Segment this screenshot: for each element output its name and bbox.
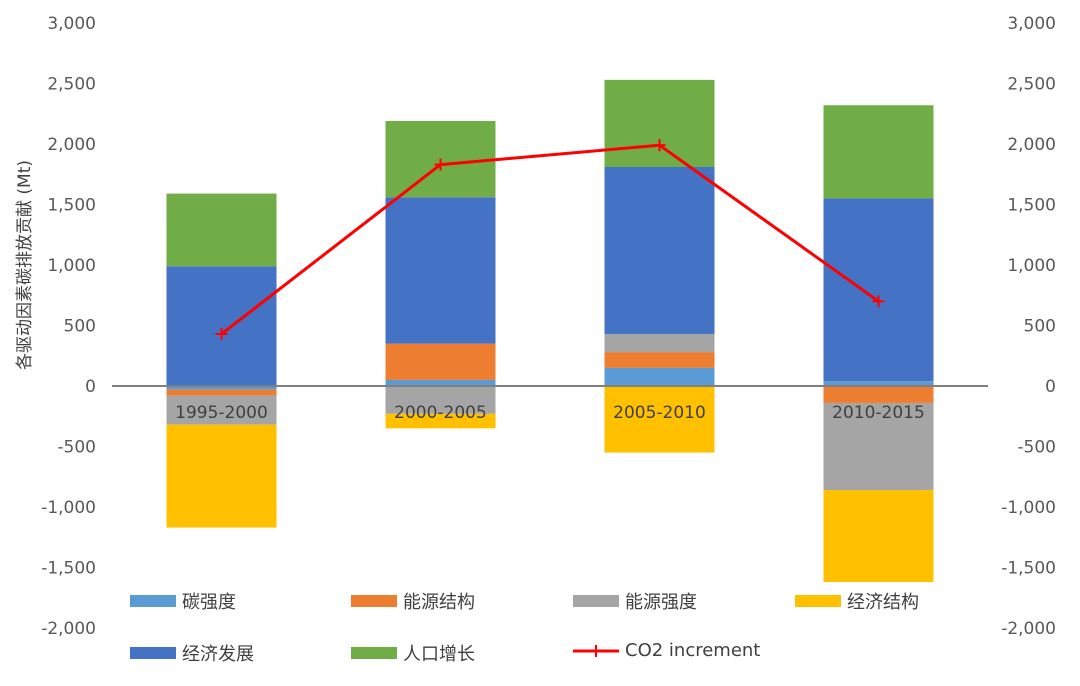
- bar-segment-5-2000-2005: [385, 197, 496, 344]
- y-tick-label-right: 2,500: [1007, 75, 1056, 95]
- bar-segment-6-1995-2000: [166, 193, 277, 267]
- co2-increment-marker: [872, 295, 885, 308]
- bar-segment-1-2010-2015: [823, 381, 934, 386]
- category-label: 2005-2010: [613, 403, 706, 423]
- legend-label: 碳强度: [182, 592, 236, 613]
- legend-line-swatch: [573, 644, 619, 657]
- y-tick-label-left: 3,000: [47, 14, 96, 34]
- y-tick-label-left: 2,000: [47, 135, 96, 155]
- legend-swatch: [351, 595, 397, 607]
- y-tick-label-left: 0: [85, 377, 96, 397]
- y-tick-label-left: -1,000: [41, 498, 96, 518]
- legend-label: CO2 increment: [625, 640, 761, 661]
- bar-segment-6-2010-2015: [823, 105, 934, 199]
- bar-segment-2-2000-2005: [385, 343, 496, 380]
- legend-swatch: [573, 595, 619, 607]
- legend-item-energy-intensity: 能源强度: [573, 588, 697, 614]
- bar-segment-6-2005-2010: [604, 79, 715, 167]
- bar-segment-4-2005-2010: [604, 386, 715, 453]
- legend-label: 经济结构: [847, 592, 919, 613]
- co2-increment-marker: [434, 158, 447, 171]
- bars: [166, 79, 934, 583]
- co2-line: [215, 139, 885, 340]
- category-label: 1995-2000: [175, 403, 268, 423]
- category-labels: 1995-2000 2000-2005 2005-2010 2010-2015: [175, 403, 925, 423]
- left-axis: 3,000 2,500 2,000 1,500 1,000 500 0 -500 -1,000 -…: [41, 14, 96, 639]
- legend-item-economic-structure: 经济结构: [795, 588, 919, 614]
- y-tick-label-right: 2,000: [1007, 135, 1056, 155]
- co2-increment-line: [220, 143, 880, 336]
- y-tick-label-right: -2,000: [1001, 619, 1056, 639]
- bar-segment-5-2010-2015: [823, 198, 934, 382]
- legend-item-energy-structure: 能源结构: [351, 588, 475, 614]
- y-tick-label-left: -1,500: [41, 559, 96, 579]
- y-axis-label: 各驱动因素碳排放贡献 (Mt): [15, 160, 35, 370]
- bar-segment-5-2005-2010: [604, 166, 715, 334]
- legend-label: 经济发展: [182, 644, 254, 665]
- bar-segment-5-1995-2000: [166, 266, 277, 386]
- legend-swatch: [351, 647, 397, 659]
- y-tick-label-left: 1,500: [47, 196, 96, 216]
- bar-segment-4-2010-2015: [823, 490, 934, 583]
- bar-segment-2-2005-2010: [604, 352, 715, 368]
- legend-item-co2-increment: CO2 increment: [573, 640, 760, 661]
- y-tick-label-right: -1,000: [1001, 498, 1056, 518]
- bar-segment-4-1995-2000: [166, 424, 277, 528]
- y-tick-label-right: 0: [1045, 377, 1056, 397]
- legend-label: 人口增长: [403, 644, 475, 665]
- y-tick-label-right: 1,000: [1007, 256, 1056, 276]
- legend-item-economic-development: 经济发展: [130, 640, 254, 666]
- legend-label: 能源强度: [625, 592, 697, 613]
- y-tick-label-right: 1,500: [1007, 196, 1056, 216]
- bar-segment-1-1995-2000: [166, 386, 277, 390]
- legend-swatch: [130, 647, 176, 659]
- category-label: 2000-2005: [394, 403, 487, 423]
- category-label: 2010-2015: [832, 403, 925, 423]
- legend-item-carbon-intensity: 碳强度: [130, 588, 236, 614]
- bar-segment-3-2010-2015: [823, 402, 934, 491]
- y-tick-label-right: -1,500: [1001, 559, 1056, 579]
- y-tick-label-right: 3,000: [1007, 14, 1056, 34]
- bar-segment-3-1995-2000: [166, 395, 277, 425]
- bar-segment-4-2000-2005: [385, 413, 496, 429]
- y-tick-label-left: -2,000: [41, 619, 96, 639]
- legend-swatch: [130, 595, 176, 607]
- legend-label: 能源结构: [403, 592, 475, 613]
- bar-segment-1-2005-2010: [604, 367, 715, 386]
- bar-segment-3-2005-2010: [604, 333, 715, 353]
- y-tick-label-right: 500: [1024, 317, 1056, 337]
- bar-segment-2-1995-2000: [166, 389, 277, 396]
- bar-segment-3-2000-2005: [385, 386, 496, 414]
- y-tick-label-left: -500: [57, 438, 96, 458]
- y-tick-label-left: 2,500: [47, 75, 96, 95]
- bar-segment-2-2010-2015: [823, 386, 934, 403]
- co2-increment-marker: [653, 139, 666, 152]
- bar-segment-1-2000-2005: [385, 379, 496, 386]
- y-tick-label-right: -500: [1017, 438, 1056, 458]
- right-axis: 3,000 2,500 2,000 1,500 1,000 500 0 -500 -1,000 -…: [1001, 14, 1056, 639]
- y-tick-label-left: 1,000: [47, 256, 96, 276]
- co2-increment-marker: [215, 327, 228, 340]
- legend-swatch: [795, 595, 841, 607]
- legend-item-population-growth: 人口增长: [351, 640, 475, 666]
- y-tick-label-left: 500: [64, 317, 96, 337]
